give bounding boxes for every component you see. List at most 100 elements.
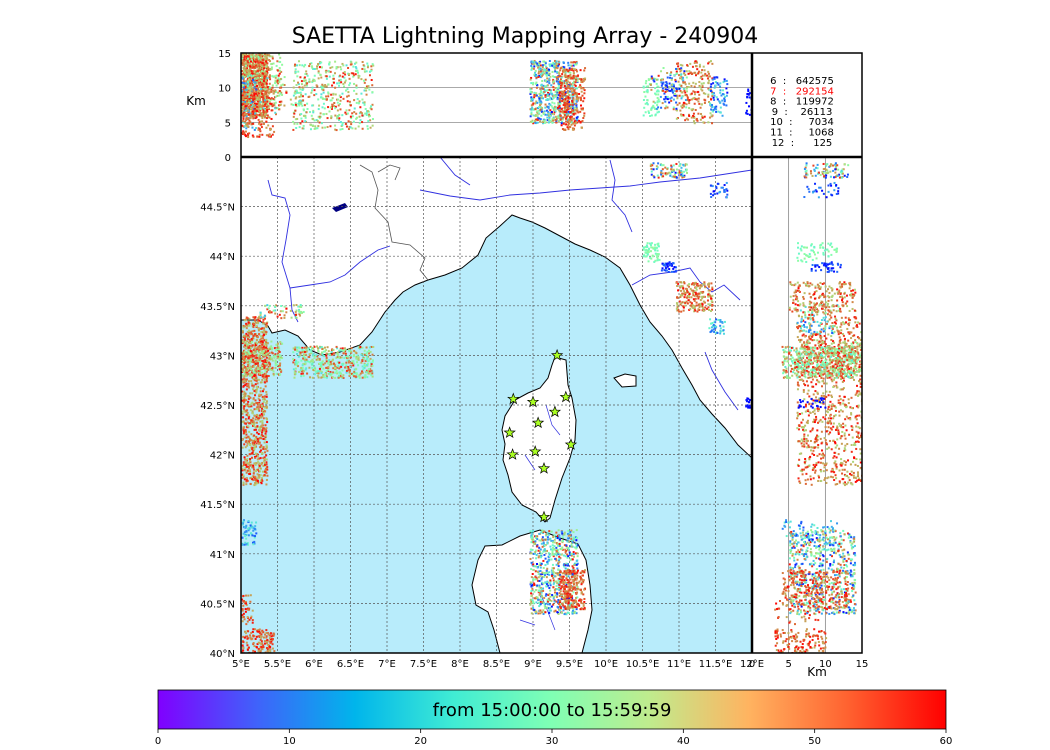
source-point-top <box>257 94 260 97</box>
map-lightning-sources <box>241 162 752 653</box>
source-point <box>252 527 255 530</box>
source-point-top <box>255 81 258 84</box>
source-point <box>245 602 248 605</box>
map-xtick-label: 6.5°E <box>337 659 364 670</box>
source-point <box>261 378 264 381</box>
source-point <box>258 372 261 375</box>
source-point-top <box>255 107 258 110</box>
source-point-top <box>265 53 268 56</box>
source-point <box>245 378 248 381</box>
source-point-top <box>313 74 316 77</box>
source-point <box>256 342 259 345</box>
source-point <box>563 570 566 573</box>
source-point <box>669 263 672 266</box>
source-point-top <box>249 85 252 88</box>
source-point-top <box>264 108 267 111</box>
source-point <box>280 370 283 373</box>
source-point <box>316 374 319 377</box>
station-star-icon <box>529 445 542 457</box>
source-point <box>538 564 541 567</box>
source-point <box>567 534 570 537</box>
source-point <box>578 599 581 602</box>
source-point <box>262 400 265 403</box>
source-point <box>265 444 268 447</box>
source-point-top <box>246 69 249 72</box>
source-point <box>252 326 255 329</box>
source-point <box>365 346 368 349</box>
source-point <box>247 405 250 408</box>
source-point-top <box>334 105 337 108</box>
source-point-top <box>255 116 258 119</box>
source-point-top <box>245 115 248 118</box>
source-point <box>244 338 247 341</box>
source-point <box>562 604 565 607</box>
source-point <box>560 602 563 605</box>
source-point <box>687 299 690 302</box>
source-point <box>317 350 320 353</box>
source-point <box>551 563 554 566</box>
source-point <box>576 596 579 599</box>
source-point <box>328 359 331 362</box>
source-point <box>576 571 579 574</box>
source-point <box>338 356 341 359</box>
source-point <box>558 537 561 540</box>
source-point <box>332 349 335 352</box>
source-point <box>368 359 371 362</box>
source-point-top <box>248 78 251 81</box>
source-point <box>248 443 251 446</box>
source-point <box>565 577 568 580</box>
source-point-top <box>253 93 256 96</box>
source-point <box>243 461 246 464</box>
source-point <box>246 394 249 397</box>
source-point-top <box>274 79 277 82</box>
source-point <box>661 262 664 265</box>
source-point <box>532 578 535 581</box>
source-point-top <box>265 120 268 123</box>
source-point <box>339 348 342 351</box>
source-point <box>258 642 261 645</box>
source-point <box>541 595 544 598</box>
source-point <box>680 289 683 292</box>
source-point-top <box>272 92 275 95</box>
source-point <box>252 384 255 387</box>
source-point-top <box>253 104 256 107</box>
source-point <box>573 605 576 608</box>
source-point <box>567 571 570 574</box>
source-point <box>570 597 573 600</box>
source-point <box>571 606 574 609</box>
source-point <box>264 368 267 371</box>
source-point <box>543 549 546 552</box>
source-point-top <box>253 71 256 74</box>
source-point-top <box>317 77 320 80</box>
source-point <box>546 598 549 601</box>
source-point <box>673 266 676 269</box>
source-point <box>262 631 265 634</box>
source-point <box>690 283 693 286</box>
source-point <box>248 324 251 327</box>
source-point-top <box>257 58 260 61</box>
source-point <box>250 463 253 466</box>
source-point <box>708 294 711 297</box>
source-point <box>253 329 256 332</box>
source-point <box>581 569 584 572</box>
source-point-top <box>243 113 246 116</box>
source-point <box>277 352 280 355</box>
source-point-top <box>334 86 337 89</box>
source-point <box>646 251 649 254</box>
source-point-top <box>270 63 273 66</box>
source-point <box>256 438 259 441</box>
source-point <box>543 596 546 599</box>
source-point <box>245 335 248 338</box>
source-point <box>535 557 538 560</box>
source-point <box>555 531 558 534</box>
source-point <box>250 356 253 359</box>
map-xtick-label: 5°E <box>232 659 250 670</box>
source-point <box>745 398 748 401</box>
source-point <box>535 601 538 604</box>
source-point <box>311 376 314 379</box>
source-point <box>258 631 261 634</box>
source-point-top <box>363 89 366 92</box>
source-point <box>353 349 356 352</box>
source-point <box>274 359 277 362</box>
source-point <box>711 321 714 324</box>
